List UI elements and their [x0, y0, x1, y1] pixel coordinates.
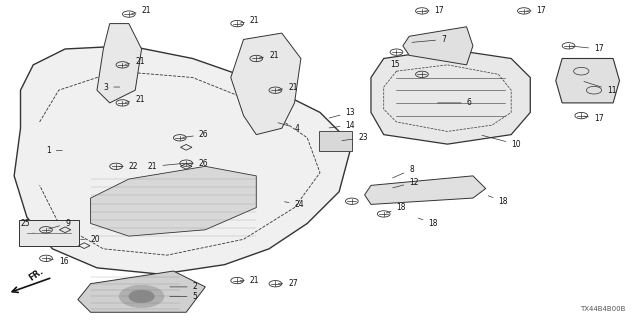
FancyBboxPatch shape [319, 131, 353, 151]
Text: 21: 21 [125, 57, 145, 66]
FancyBboxPatch shape [19, 220, 79, 246]
Polygon shape [97, 24, 141, 103]
Text: 6: 6 [438, 99, 472, 108]
Text: 17: 17 [572, 44, 604, 53]
Text: 17: 17 [527, 6, 547, 15]
Text: 21: 21 [132, 6, 151, 15]
Circle shape [119, 285, 164, 308]
Polygon shape [365, 176, 486, 204]
Polygon shape [371, 49, 531, 144]
Text: 15: 15 [390, 55, 403, 69]
Text: 18: 18 [418, 218, 438, 228]
Text: 27: 27 [278, 279, 298, 288]
Text: 25: 25 [20, 219, 33, 233]
Text: FR.: FR. [27, 266, 45, 283]
Text: 21: 21 [125, 95, 145, 104]
Text: 8: 8 [392, 165, 414, 178]
Text: 26: 26 [182, 130, 209, 139]
Text: 10: 10 [482, 135, 521, 148]
Text: 2: 2 [170, 282, 197, 292]
Text: 7: 7 [412, 35, 446, 44]
Text: 24: 24 [285, 200, 304, 209]
Text: 20: 20 [81, 235, 100, 244]
Text: 9: 9 [49, 219, 70, 229]
Text: 23: 23 [342, 133, 368, 142]
Text: 21: 21 [278, 83, 298, 92]
Text: 17: 17 [584, 114, 604, 123]
Text: 21: 21 [148, 162, 184, 171]
Text: 22: 22 [119, 162, 138, 171]
Polygon shape [556, 59, 620, 103]
Text: 26: 26 [189, 159, 209, 168]
Text: 12: 12 [393, 178, 419, 188]
Text: 14: 14 [329, 121, 355, 130]
Text: 4: 4 [278, 123, 300, 133]
Text: 21: 21 [240, 16, 259, 25]
Text: 18: 18 [387, 203, 406, 213]
Text: 21: 21 [240, 276, 259, 285]
Text: 11: 11 [584, 82, 616, 95]
Text: 16: 16 [49, 257, 68, 266]
Text: 18: 18 [488, 196, 508, 206]
Circle shape [129, 290, 154, 303]
Text: 5: 5 [170, 292, 197, 301]
Polygon shape [91, 166, 256, 236]
Text: 13: 13 [329, 108, 355, 118]
Polygon shape [231, 33, 301, 135]
Text: 21: 21 [259, 51, 278, 60]
Polygon shape [403, 27, 473, 65]
Text: TX44B4B00B: TX44B4B00B [580, 306, 626, 312]
Polygon shape [78, 271, 205, 312]
Polygon shape [14, 46, 352, 274]
Text: 1: 1 [46, 146, 62, 155]
Text: 3: 3 [103, 83, 120, 92]
Text: 17: 17 [425, 6, 444, 15]
